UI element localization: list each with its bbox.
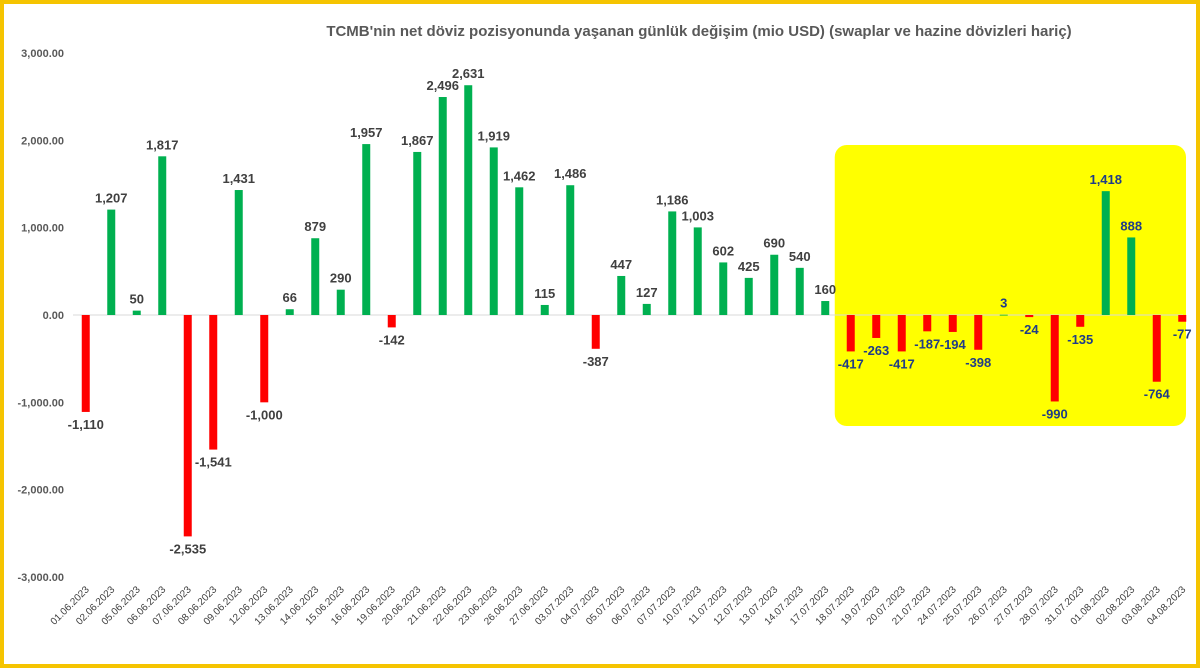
highlight-region <box>834 145 1186 426</box>
bar <box>591 315 600 349</box>
data-label: 888 <box>1120 218 1142 233</box>
data-label: -263 <box>863 343 889 358</box>
bar <box>387 315 396 328</box>
bar <box>464 85 473 315</box>
bar <box>311 238 320 315</box>
data-label: -77 <box>1173 327 1192 342</box>
bar <box>336 289 345 315</box>
bar <box>158 156 167 315</box>
bar <box>234 190 243 315</box>
data-label: 1,207 <box>95 191 128 206</box>
data-label: 447 <box>610 257 632 272</box>
bar <box>209 315 218 450</box>
y-tick-label: 1,000.00 <box>21 223 64 235</box>
bar <box>285 309 294 315</box>
bar <box>362 144 371 315</box>
data-label: 1,418 <box>1089 172 1122 187</box>
bar <box>515 187 524 315</box>
data-label: 690 <box>763 236 785 251</box>
data-label: 160 <box>814 282 836 297</box>
data-label: 50 <box>130 292 144 307</box>
data-label: -187 <box>914 336 940 351</box>
bar <box>821 301 830 315</box>
data-label: 127 <box>636 285 658 300</box>
y-tick-label: -3,000.00 <box>18 572 64 584</box>
data-label: -398 <box>965 355 991 370</box>
bar <box>897 315 906 352</box>
data-label: -135 <box>1067 332 1093 347</box>
data-label: -2,535 <box>169 541 206 556</box>
data-label: 1,486 <box>554 166 587 181</box>
data-label: -1,541 <box>195 455 232 470</box>
bar <box>770 254 779 315</box>
bar <box>566 185 575 315</box>
data-label: 1,003 <box>681 208 714 223</box>
bar <box>872 315 881 338</box>
chart-title: TCMB'nin net döviz pozisyonunda yaşanan … <box>326 23 1072 40</box>
data-label: 602 <box>712 243 734 258</box>
bar <box>413 151 422 315</box>
bar <box>1127 237 1136 315</box>
bar <box>642 303 651 315</box>
data-label: -24 <box>1020 322 1040 337</box>
data-label: 115 <box>534 286 555 301</box>
data-label: 2,631 <box>452 66 485 81</box>
bar <box>846 315 855 352</box>
y-tick-label: -1,000.00 <box>18 397 64 409</box>
data-label: 290 <box>330 271 352 286</box>
data-label: -387 <box>583 354 609 369</box>
bar <box>1050 315 1059 402</box>
bar <box>1025 315 1034 318</box>
data-label: -1,000 <box>246 407 283 422</box>
y-tick-label: 3,000.00 <box>21 48 64 60</box>
data-label: 1,431 <box>222 171 255 186</box>
bar <box>795 267 804 315</box>
data-label: 1,867 <box>401 133 434 148</box>
data-label: -417 <box>889 356 915 371</box>
data-label: 2,496 <box>426 78 459 93</box>
bar <box>1178 315 1187 322</box>
data-label: 425 <box>738 259 760 274</box>
data-label: 1,957 <box>350 125 383 140</box>
bar <box>693 227 702 315</box>
data-label: -1,110 <box>68 417 104 432</box>
data-label: 3 <box>1000 296 1007 311</box>
bar <box>183 315 192 537</box>
bar <box>999 314 1008 316</box>
data-label: 879 <box>304 219 326 234</box>
data-label: -194 <box>940 337 967 352</box>
y-tick-label: 0.00 <box>43 310 64 322</box>
data-label: -764 <box>1144 387 1171 402</box>
y-tick-label: 2,000.00 <box>21 135 64 147</box>
bar <box>617 275 626 315</box>
data-label: 1,462 <box>503 168 536 183</box>
bar <box>489 147 498 315</box>
bar <box>540 304 549 315</box>
bar <box>1076 315 1085 327</box>
bar <box>744 277 753 315</box>
y-tick-label: -2,000.00 <box>18 485 64 497</box>
data-label: 1,919 <box>477 128 510 143</box>
bar <box>668 211 677 315</box>
bar <box>132 310 141 315</box>
bar <box>260 315 269 403</box>
data-label: -417 <box>838 356 864 371</box>
bar <box>438 97 447 316</box>
bar <box>107 209 116 315</box>
bar <box>1101 191 1110 315</box>
data-label: -142 <box>379 332 405 347</box>
data-label: 1,186 <box>656 192 689 207</box>
bar <box>81 315 90 412</box>
data-label: 540 <box>789 249 811 264</box>
data-label: 1,817 <box>146 137 179 152</box>
bar <box>923 315 932 332</box>
bar <box>974 315 983 350</box>
data-label: -990 <box>1042 406 1068 421</box>
bar <box>1152 315 1161 382</box>
bar <box>948 315 957 332</box>
bar <box>719 262 728 315</box>
data-label: 66 <box>283 290 297 305</box>
